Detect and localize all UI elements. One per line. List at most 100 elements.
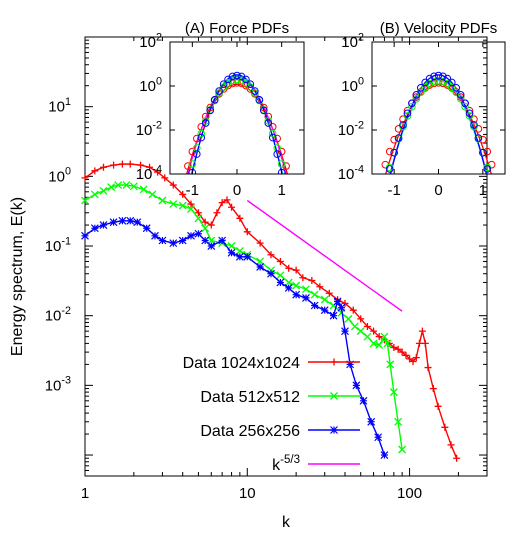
inset-series-2 (385, 71, 492, 173)
data-point (383, 339, 392, 348)
inset-data-point (233, 71, 241, 80)
inset-data-point (403, 109, 412, 118)
inset-y-tick-label: 100 (341, 75, 364, 95)
inset-data-point (255, 95, 264, 104)
data-point (441, 423, 449, 431)
data-point (333, 297, 342, 306)
inset-data-point (193, 150, 201, 158)
data-point (110, 161, 118, 169)
data-point (207, 242, 216, 250)
legend-swatch-marker (330, 392, 338, 400)
inset-data-point (201, 117, 210, 125)
legend-swatch-marker (330, 358, 338, 366)
data-point (310, 301, 319, 310)
data-point (146, 163, 154, 171)
data-point (341, 299, 349, 307)
data-point (424, 364, 432, 372)
inset-data-point (403, 106, 412, 115)
inset-data-point (219, 83, 228, 91)
data-point (194, 229, 203, 238)
y-tick-label: 10-3 (45, 375, 71, 395)
inset-data-point (474, 134, 483, 142)
inset-data-point (201, 119, 210, 127)
x-tick-label: 10 (239, 485, 256, 502)
inset-data-point (287, 179, 294, 186)
data-point (369, 339, 378, 348)
inset-data-point (242, 78, 250, 87)
inset-x-tick-label: 0 (233, 182, 241, 199)
data-point (81, 231, 89, 240)
inset-data-point (228, 76, 237, 85)
inset-data-point (439, 72, 447, 81)
inset-data-point (268, 129, 277, 138)
inset-data-point (268, 133, 277, 142)
inset-data-point (412, 95, 421, 103)
y-tick-label: 100 (48, 166, 71, 186)
data-point (302, 293, 310, 302)
data-point (346, 360, 355, 369)
data-point (284, 284, 293, 292)
data-point (394, 345, 402, 353)
data-point (434, 402, 442, 410)
inset-data-point (260, 103, 268, 112)
data-point (187, 231, 195, 240)
data-point (409, 357, 417, 365)
inset-y-tick-label: 10-4 (338, 163, 364, 183)
inset-data-point (390, 135, 398, 144)
data-point (81, 174, 89, 182)
data-point (276, 278, 285, 287)
legend-label: Data 256x256 (200, 423, 300, 440)
inset-data-point (408, 102, 416, 111)
data-point (235, 252, 244, 261)
data-point (148, 190, 157, 199)
legend-label: Data 512x512 (200, 389, 300, 406)
data-point (325, 289, 333, 297)
data-point (359, 396, 368, 405)
data-point (267, 269, 275, 278)
data-point (256, 239, 264, 247)
y-tick-label: 10-1 (45, 235, 71, 255)
inset-data-point (448, 83, 456, 92)
data-point (447, 441, 455, 449)
inset-data-point (210, 95, 219, 104)
inset-data-point (242, 75, 250, 84)
data-point (402, 351, 410, 359)
inset-y-tick-label: 10-4 (136, 163, 162, 183)
inset-series-2 (188, 71, 286, 174)
data-point (137, 161, 145, 169)
inset-data-point (448, 78, 456, 87)
data-point (99, 163, 107, 171)
data-point (178, 201, 187, 210)
data-point (276, 257, 284, 265)
inset-data-point (282, 162, 290, 170)
inset-y-tick-label: 102 (139, 31, 162, 51)
data-point (256, 257, 265, 266)
inset-data-point (430, 72, 438, 81)
y-tick-label: 101 (48, 96, 71, 116)
data-point (122, 181, 131, 190)
x-axis-label: k (282, 514, 291, 531)
data-point (81, 196, 89, 205)
data-point (350, 322, 359, 331)
data-point (129, 182, 138, 191)
data-point (109, 218, 118, 227)
data-point (169, 239, 178, 248)
inset-data-point (443, 74, 452, 83)
series-1 (81, 181, 407, 454)
data-point (390, 343, 398, 351)
data-point (235, 246, 244, 255)
data-point (394, 417, 403, 426)
inset-data-point (452, 84, 461, 92)
inset-data-point (273, 150, 282, 158)
data-point (161, 174, 169, 182)
data-point (418, 327, 426, 335)
inset-velocity-pdfs: (B) Velocity PDFs -1 0 1 10-4 10-2 100 102 (338, 20, 506, 199)
data-point (194, 214, 203, 223)
inset-data-point (425, 74, 434, 83)
inset-data-point (434, 77, 443, 85)
inset-data-point (246, 85, 255, 93)
inset-data-point (273, 134, 282, 143)
data-point (344, 314, 353, 323)
data-point (194, 209, 202, 217)
data-point (285, 264, 293, 272)
